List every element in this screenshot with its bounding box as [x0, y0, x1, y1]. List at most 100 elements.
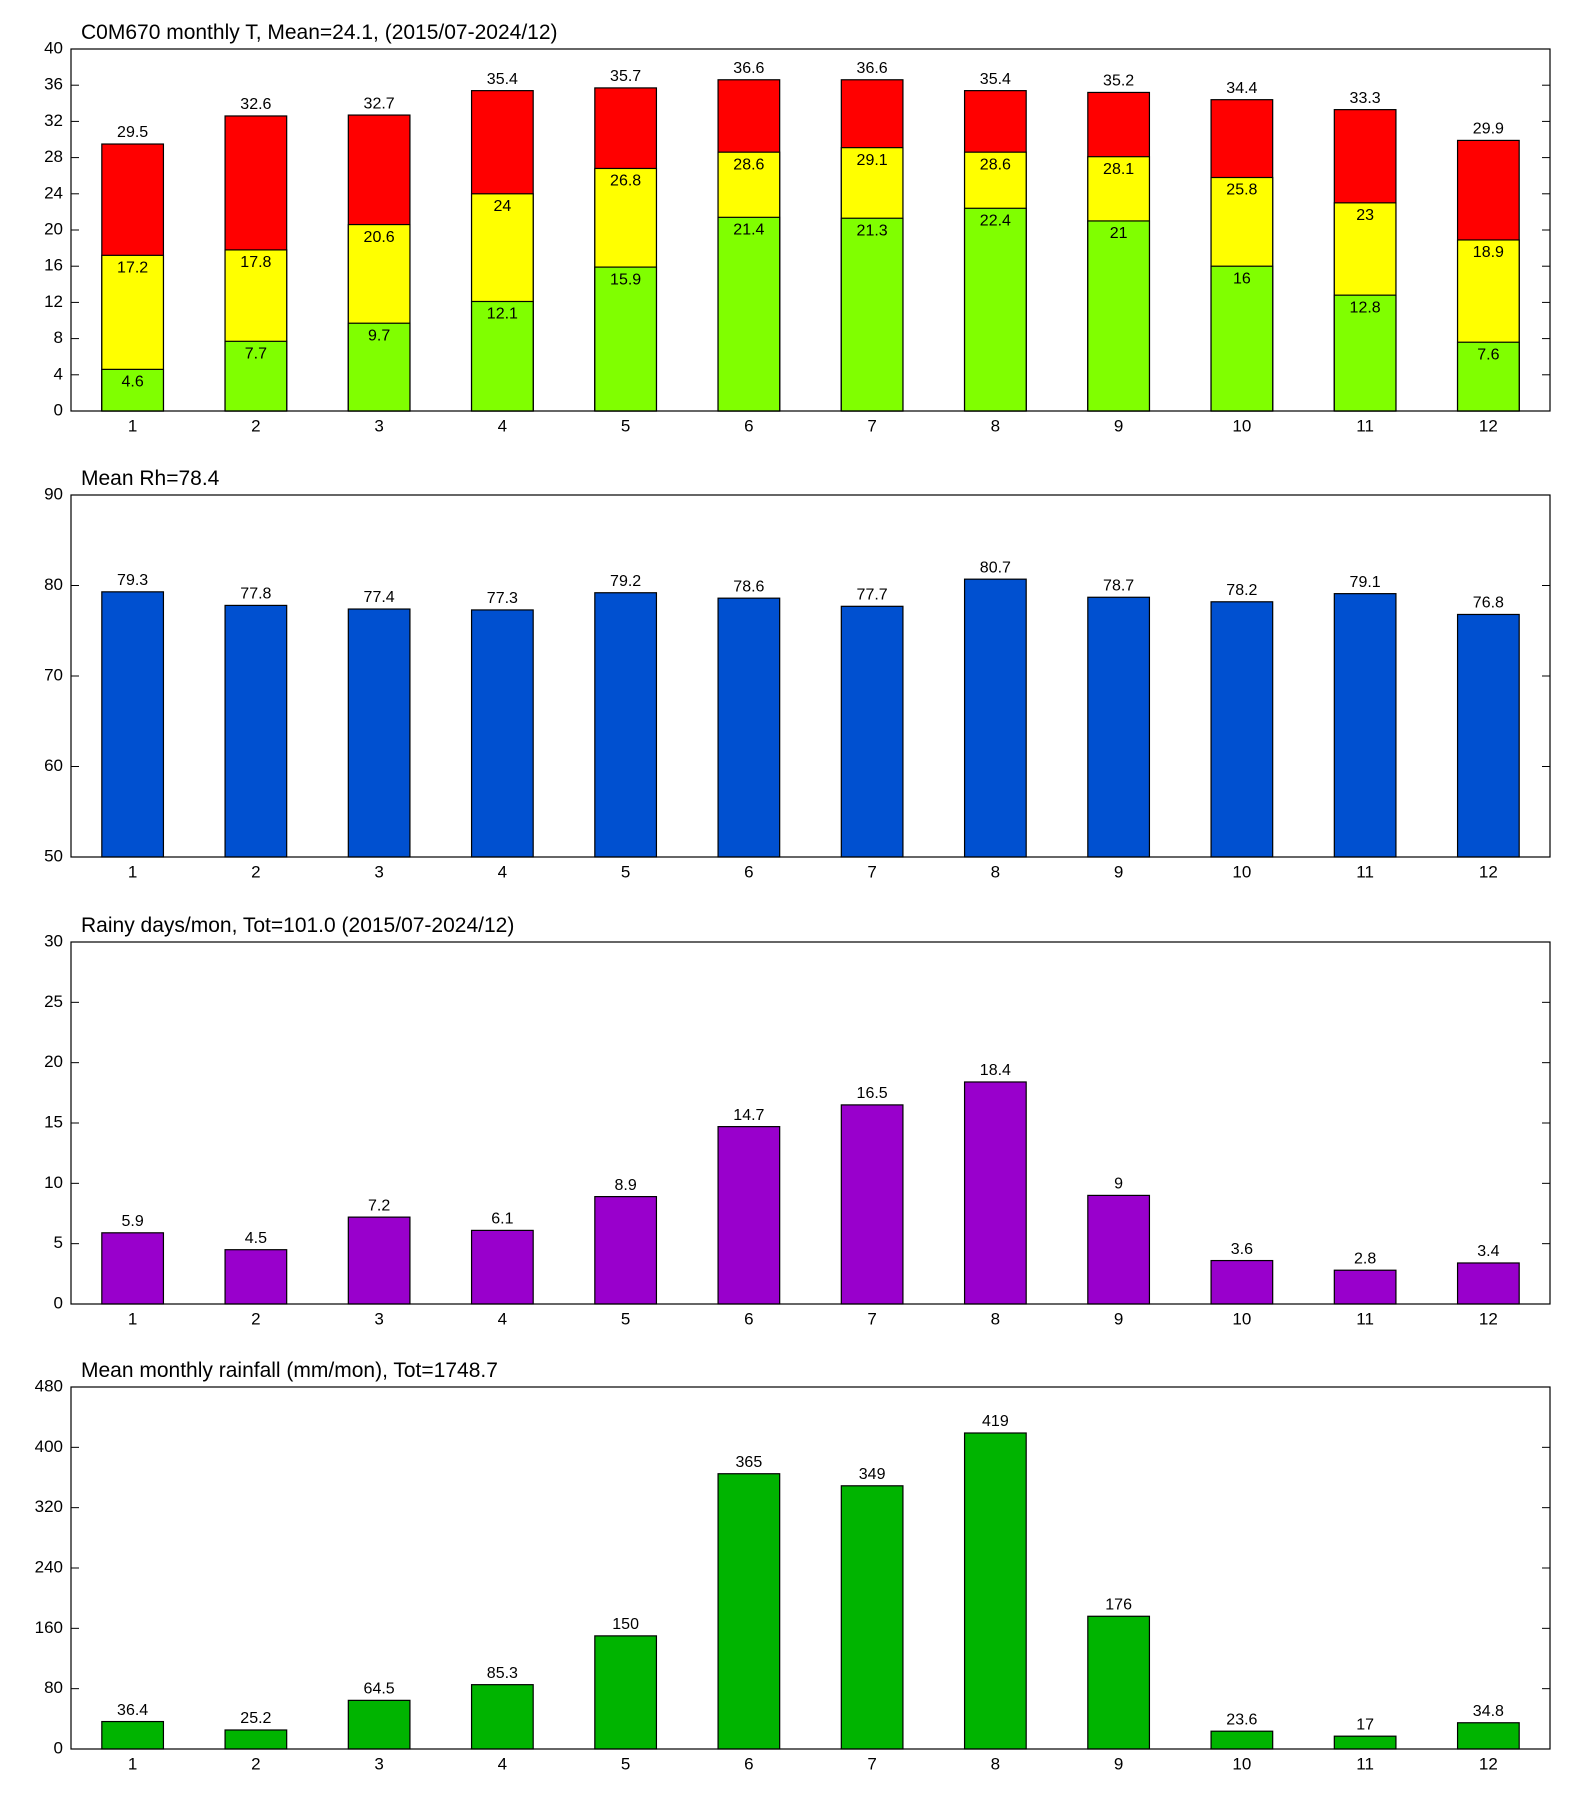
value-label: 17.2 [117, 260, 148, 277]
bar [1087, 1194, 1151, 1305]
bar [717, 1126, 781, 1305]
bar [717, 216, 781, 412]
value-label: 78.2 [1226, 582, 1257, 599]
value-label: 26.8 [610, 173, 641, 190]
value-label: 32.7 [364, 95, 395, 112]
bar [594, 1196, 658, 1305]
value-label: 80.7 [980, 559, 1011, 576]
value-label: 5.9 [122, 1213, 144, 1230]
value-label: 78.7 [1103, 577, 1134, 594]
y-tick-label: 70 [44, 665, 63, 684]
bar [717, 597, 781, 858]
value-label: 25.8 [1226, 182, 1257, 199]
x-tick-label: 11 [1356, 1309, 1374, 1328]
bar [963, 578, 1027, 858]
x-tick-label: 4 [498, 1309, 507, 1328]
x-tick-label: 9 [1114, 862, 1123, 881]
x-tick-label: 11 [1356, 1754, 1374, 1773]
axes-frame [70, 941, 1551, 1305]
x-tick-label: 5 [621, 416, 630, 435]
y-tick-label: 0 [54, 1293, 63, 1312]
y-tick-label: 20 [44, 1052, 63, 1071]
value-label: 8.9 [615, 1177, 637, 1194]
bar [347, 608, 411, 858]
value-label: 36.4 [117, 1702, 148, 1719]
value-label: 21 [1110, 225, 1128, 242]
y-tick-label: 10 [44, 1173, 63, 1192]
value-label: 28.6 [733, 156, 764, 173]
y-tick-label: 36 [44, 75, 63, 94]
value-label: 14.7 [733, 1107, 764, 1124]
value-label: 28.1 [1103, 161, 1134, 178]
value-label: 29.1 [857, 152, 888, 169]
chart-title: C0M670 monthly T, Mean=24.1, (2015/07-20… [81, 21, 558, 44]
x-tick-label: 12 [1479, 1309, 1498, 1328]
axes-frame [70, 48, 1551, 412]
bar [963, 207, 1027, 412]
y-tick-label: 160 [35, 1618, 63, 1637]
bar [470, 1229, 534, 1305]
bar [347, 322, 411, 412]
bar [1333, 1269, 1397, 1305]
value-label: 34.8 [1473, 1703, 1504, 1720]
y-tick-label: 25 [44, 992, 63, 1011]
value-label: 4.5 [245, 1230, 267, 1247]
x-tick-label: 6 [744, 862, 753, 881]
x-tick-label: 4 [498, 416, 507, 435]
value-label: 32.6 [240, 96, 271, 113]
x-tick-label: 8 [991, 1309, 1000, 1328]
x-tick-label: 9 [1114, 1754, 1123, 1773]
value-label: 16.5 [857, 1085, 888, 1102]
bar [963, 1081, 1027, 1305]
x-tick-label: 3 [374, 1754, 383, 1773]
x-tick-label: 8 [991, 416, 1000, 435]
chart-title: Rainy days/mon, Tot=101.0 (2015/07-2024/… [81, 914, 514, 937]
value-label: 176 [1105, 1596, 1132, 1613]
value-label: 77.7 [857, 587, 888, 604]
x-tick-label: 12 [1479, 862, 1498, 881]
x-tick-label: 1 [128, 416, 137, 435]
bar [717, 1473, 781, 1750]
value-label: 3.4 [1477, 1243, 1499, 1260]
x-tick-label: 12 [1479, 416, 1498, 435]
x-tick-label: 6 [744, 416, 753, 435]
y-tick-label: 30 [44, 931, 63, 950]
x-tick-label: 6 [744, 1754, 753, 1773]
value-label: 77.8 [240, 586, 271, 603]
bar [1456, 613, 1520, 858]
value-label: 22.4 [980, 212, 1011, 229]
value-label: 35.4 [487, 71, 518, 88]
y-tick-label: 15 [44, 1112, 63, 1131]
value-label: 35.4 [980, 71, 1011, 88]
x-tick-label: 10 [1232, 862, 1251, 881]
bar [470, 1684, 534, 1750]
value-label: 3.6 [1231, 1241, 1253, 1258]
value-label: 33.3 [1350, 90, 1381, 107]
y-tick-label: 12 [44, 292, 63, 311]
y-tick-label: 480 [35, 1376, 63, 1395]
bar [1333, 593, 1397, 858]
x-tick-label: 3 [374, 416, 383, 435]
y-tick-label: 32 [44, 111, 63, 130]
value-label: 35.2 [1103, 73, 1134, 90]
value-label: 16 [1233, 270, 1251, 287]
x-tick-label: 11 [1356, 416, 1374, 435]
x-tick-label: 3 [374, 862, 383, 881]
bar [594, 266, 658, 412]
x-tick-label: 10 [1232, 1309, 1251, 1328]
x-tick-label: 7 [867, 1309, 876, 1328]
x-tick-label: 2 [251, 1754, 260, 1773]
value-label: 18.4 [980, 1062, 1011, 1079]
y-tick-label: 40 [44, 38, 63, 57]
bar [1210, 601, 1274, 858]
value-label: 35.7 [610, 68, 641, 85]
value-label: 12.8 [1350, 299, 1381, 316]
y-tick-label: 0 [54, 400, 63, 419]
y-tick-label: 28 [44, 147, 63, 166]
x-tick-label: 1 [128, 862, 137, 881]
value-label: 17.8 [240, 254, 271, 271]
bar [101, 1720, 165, 1750]
value-label: 79.2 [610, 573, 641, 590]
value-label: 23 [1356, 207, 1374, 224]
bar [101, 1232, 165, 1305]
